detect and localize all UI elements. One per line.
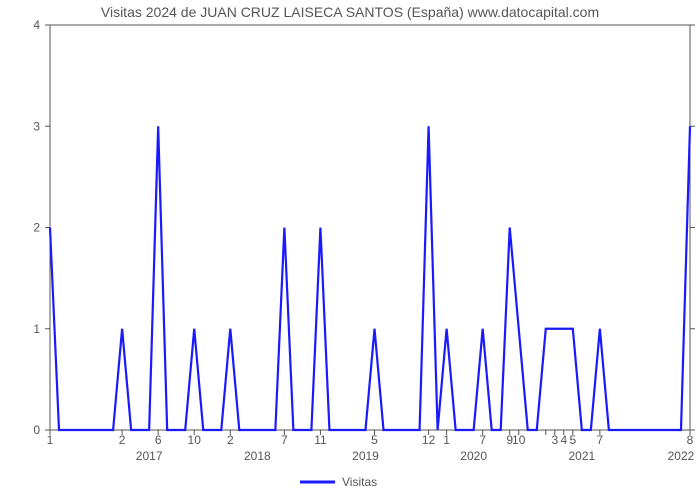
x-tick-label: 10 — [188, 433, 202, 447]
chart-svg: 0123412610271151217910345782017201820192… — [0, 0, 700, 500]
x-tick-label: 12 — [422, 433, 436, 447]
y-tick-label: 2 — [33, 221, 40, 235]
year-label: 2018 — [244, 449, 271, 463]
x-tick-label: 7 — [281, 433, 288, 447]
x-tick-label: 2 — [119, 433, 126, 447]
chart-container: Visitas 2024 de JUAN CRUZ LAISECA SANTOS… — [0, 0, 700, 500]
x-tick-label: 8 — [687, 433, 694, 447]
x-tick-label: 6 — [155, 433, 162, 447]
x-tick-label: 11 — [314, 433, 327, 447]
year-label: 2020 — [460, 449, 487, 463]
x-tick-label: 7 — [479, 433, 486, 447]
x-tick-label: 5 — [371, 433, 378, 447]
legend-label: Visitas — [342, 475, 377, 489]
year-label: 2019 — [352, 449, 379, 463]
x-tick-label: 2 — [227, 433, 234, 447]
x-tick-label: 10 — [512, 433, 526, 447]
x-tick-label: 7 — [597, 433, 604, 447]
year-label: 2022 — [668, 449, 695, 463]
x-tick-label: 3 — [551, 433, 558, 447]
year-label: 2017 — [136, 449, 163, 463]
y-tick-label: 0 — [33, 423, 40, 437]
y-tick-label: 4 — [33, 18, 40, 32]
x-tick-label: 1 — [443, 433, 450, 447]
x-tick-label: 5 — [569, 433, 576, 447]
x-tick-label: 4 — [560, 433, 567, 447]
visitas-line — [50, 126, 690, 430]
y-tick-label: 3 — [33, 119, 40, 133]
year-label: 2021 — [568, 449, 595, 463]
y-tick-label: 1 — [33, 322, 40, 336]
x-tick-label: 1 — [47, 433, 54, 447]
